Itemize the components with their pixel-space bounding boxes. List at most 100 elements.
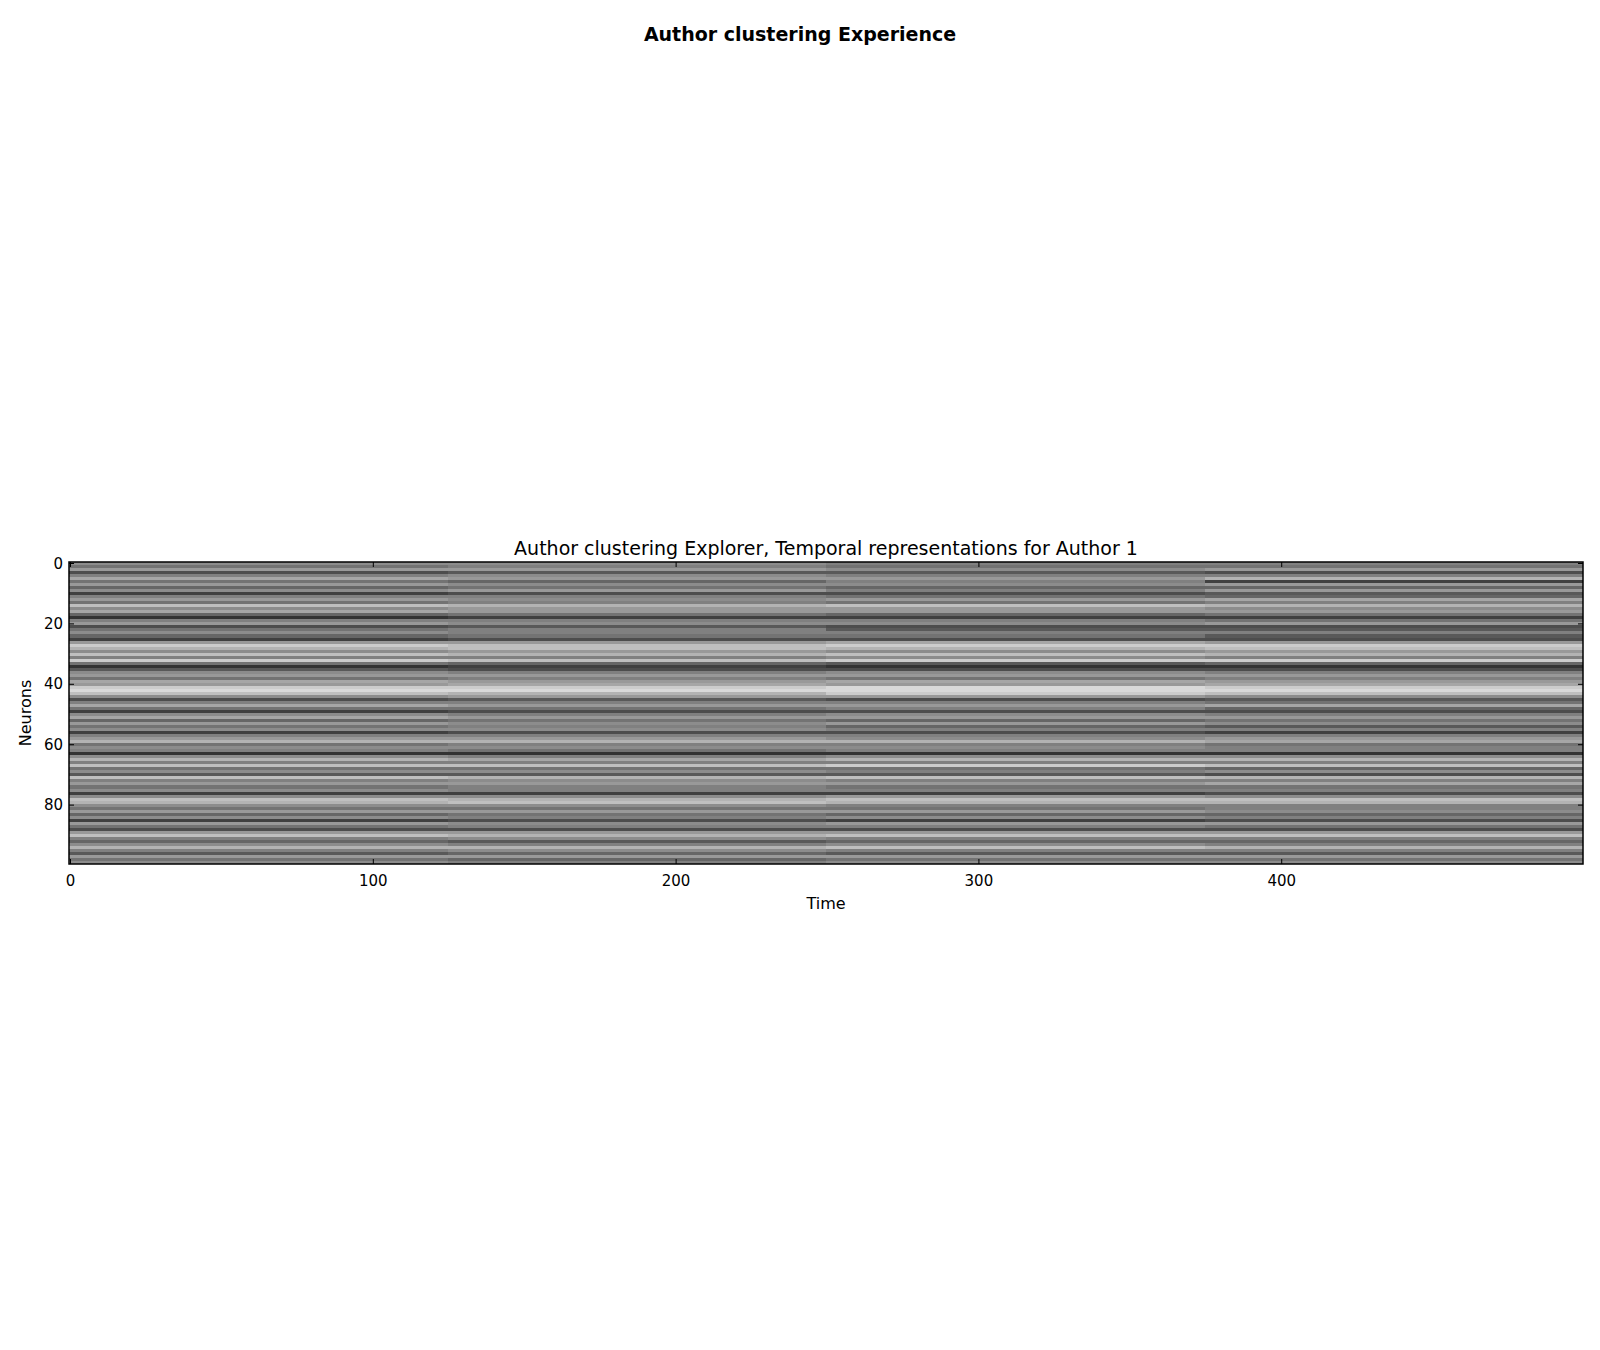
cell (448, 749, 827, 753)
heatmap (69, 562, 1583, 864)
cell (69, 647, 448, 651)
x-tick-top (676, 562, 677, 567)
cell (826, 565, 1205, 569)
cell (1205, 601, 1584, 605)
y-tick (69, 744, 74, 745)
background (0, 0, 1600, 1350)
y-tick-right (1578, 623, 1583, 624)
cell (69, 601, 448, 605)
cell (69, 634, 448, 638)
cell (1205, 749, 1584, 753)
cell (69, 734, 448, 738)
cell (1205, 671, 1584, 675)
cell (448, 758, 827, 762)
x-tick-top (978, 562, 979, 567)
cell (826, 610, 1205, 614)
cell (448, 583, 827, 587)
cell (448, 586, 827, 590)
cell (1205, 813, 1584, 817)
cell (69, 716, 448, 720)
cell (826, 662, 1205, 666)
cell (1205, 707, 1584, 711)
cell (448, 598, 827, 602)
cell (1205, 619, 1584, 623)
cell (69, 622, 448, 626)
cell (1205, 677, 1584, 681)
cell (69, 852, 448, 856)
cell (826, 583, 1205, 587)
cell (448, 680, 827, 684)
x-tick-top (70, 562, 71, 567)
cell (69, 804, 448, 808)
cell (448, 619, 827, 623)
cell (826, 792, 1205, 796)
cell (826, 785, 1205, 789)
cell (1205, 728, 1584, 732)
cell (448, 650, 827, 654)
cell (1205, 828, 1584, 832)
cell (448, 613, 827, 617)
cell (448, 662, 827, 666)
cell (1205, 801, 1584, 805)
cell (448, 701, 827, 705)
cell (1205, 731, 1584, 735)
cell (69, 813, 448, 817)
cell (1205, 650, 1584, 654)
cell (69, 779, 448, 783)
cell (826, 704, 1205, 708)
y-tick-label: 20 (44, 615, 63, 633)
cell (448, 644, 827, 648)
cell (1205, 822, 1584, 826)
cell (448, 695, 827, 699)
cell (826, 686, 1205, 690)
cell (448, 837, 827, 841)
cell (69, 725, 448, 729)
cell (826, 665, 1205, 669)
cell (826, 689, 1205, 693)
cell (826, 677, 1205, 681)
y-tick (69, 623, 74, 624)
cell (826, 743, 1205, 747)
cell (826, 734, 1205, 738)
cell (69, 816, 448, 820)
cell (826, 580, 1205, 584)
y-axis-label: Neurons (16, 680, 35, 746)
cell (448, 647, 827, 651)
cell (826, 692, 1205, 696)
cell (1205, 819, 1584, 823)
cell (1205, 858, 1584, 862)
cell (69, 662, 448, 666)
cell (448, 716, 827, 720)
cell (69, 785, 448, 789)
cell (826, 589, 1205, 593)
cell (69, 798, 448, 802)
cell (1205, 659, 1584, 663)
cell (1205, 764, 1584, 768)
cell (826, 680, 1205, 684)
axes-title: Author clustering Explorer, Temporal rep… (514, 537, 1138, 559)
cell (1205, 770, 1584, 774)
cell (826, 650, 1205, 654)
cell (69, 849, 448, 853)
cell (826, 574, 1205, 578)
cell (69, 719, 448, 723)
cell (826, 804, 1205, 808)
cell (826, 571, 1205, 575)
cell (1205, 840, 1584, 844)
cell (69, 613, 448, 617)
cell (448, 607, 827, 611)
cell (448, 792, 827, 796)
cell (826, 737, 1205, 741)
cell (826, 822, 1205, 826)
cell (69, 692, 448, 696)
cell (69, 571, 448, 575)
plot-frame (69, 562, 1583, 864)
cell (448, 731, 827, 735)
cell (69, 674, 448, 678)
cell (69, 822, 448, 826)
cell (448, 571, 827, 575)
cell (826, 731, 1205, 735)
cell (826, 779, 1205, 783)
cell (448, 795, 827, 799)
cell (826, 595, 1205, 599)
